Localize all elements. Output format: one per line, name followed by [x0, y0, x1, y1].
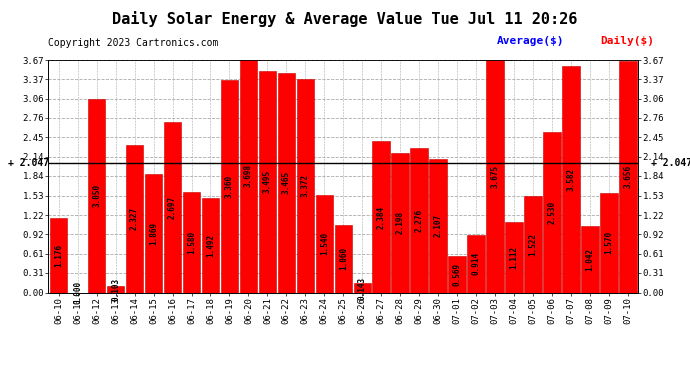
- Text: 1.869: 1.869: [149, 222, 158, 245]
- Text: 2.327: 2.327: [130, 207, 139, 230]
- Bar: [505, 222, 523, 292]
- Text: 3.360: 3.360: [225, 174, 234, 198]
- Text: 1.112: 1.112: [509, 246, 518, 269]
- Text: 2.697: 2.697: [168, 195, 177, 219]
- Text: 2.198: 2.198: [395, 211, 404, 234]
- Bar: [335, 225, 352, 292]
- Text: 0.914: 0.914: [471, 252, 480, 275]
- Bar: [524, 196, 542, 292]
- Bar: [448, 256, 466, 292]
- Bar: [600, 193, 618, 292]
- Text: 0.569: 0.569: [453, 263, 462, 286]
- Bar: [239, 58, 257, 292]
- Bar: [107, 286, 124, 292]
- Bar: [88, 99, 106, 292]
- Text: 1.580: 1.580: [187, 231, 196, 254]
- Bar: [467, 235, 485, 292]
- Bar: [562, 66, 580, 292]
- Text: 0.103: 0.103: [111, 278, 120, 301]
- Text: 3.698: 3.698: [244, 164, 253, 187]
- Bar: [221, 80, 238, 292]
- Text: 3.465: 3.465: [282, 171, 291, 194]
- Bar: [315, 195, 333, 292]
- Text: 2.107: 2.107: [433, 214, 442, 237]
- Bar: [486, 60, 504, 292]
- Bar: [183, 192, 200, 292]
- Text: 1.522: 1.522: [529, 233, 538, 256]
- Text: 2.276: 2.276: [415, 209, 424, 232]
- Bar: [429, 159, 447, 292]
- Bar: [411, 148, 428, 292]
- Text: 0.143: 0.143: [357, 276, 367, 300]
- Text: 2.530: 2.530: [547, 201, 556, 224]
- Text: Daily($): Daily($): [600, 36, 654, 46]
- Text: 3.495: 3.495: [263, 170, 272, 194]
- Bar: [297, 79, 314, 292]
- Bar: [581, 226, 599, 292]
- Text: 3.050: 3.050: [92, 184, 101, 207]
- Bar: [50, 218, 68, 292]
- Bar: [164, 122, 181, 292]
- Bar: [277, 73, 295, 292]
- Text: Average($): Average($): [497, 36, 564, 46]
- Text: 0.000: 0.000: [73, 281, 82, 304]
- Text: + 2.047: + 2.047: [8, 158, 49, 168]
- Bar: [373, 141, 390, 292]
- Text: 2.384: 2.384: [377, 206, 386, 228]
- Text: 3.372: 3.372: [301, 174, 310, 197]
- Text: Copyright 2023 Cartronics.com: Copyright 2023 Cartronics.com: [48, 38, 219, 48]
- Text: + 2.047: + 2.047: [651, 158, 690, 168]
- Bar: [543, 132, 561, 292]
- Text: 3.582: 3.582: [566, 168, 575, 190]
- Bar: [619, 61, 637, 292]
- Bar: [353, 284, 371, 292]
- Text: 1.570: 1.570: [604, 231, 613, 254]
- Text: 3.656: 3.656: [623, 165, 632, 188]
- Text: 1.176: 1.176: [55, 244, 63, 267]
- Text: 1.042: 1.042: [585, 248, 594, 271]
- Bar: [145, 174, 162, 292]
- Text: 1.060: 1.060: [339, 248, 348, 270]
- Text: Daily Solar Energy & Average Value Tue Jul 11 20:26: Daily Solar Energy & Average Value Tue J…: [112, 11, 578, 27]
- Bar: [391, 153, 409, 292]
- Text: 3.675: 3.675: [491, 165, 500, 188]
- Text: 1.540: 1.540: [319, 232, 329, 255]
- Text: 1.492: 1.492: [206, 234, 215, 257]
- Bar: [201, 198, 219, 292]
- Bar: [126, 145, 144, 292]
- Bar: [259, 71, 276, 292]
